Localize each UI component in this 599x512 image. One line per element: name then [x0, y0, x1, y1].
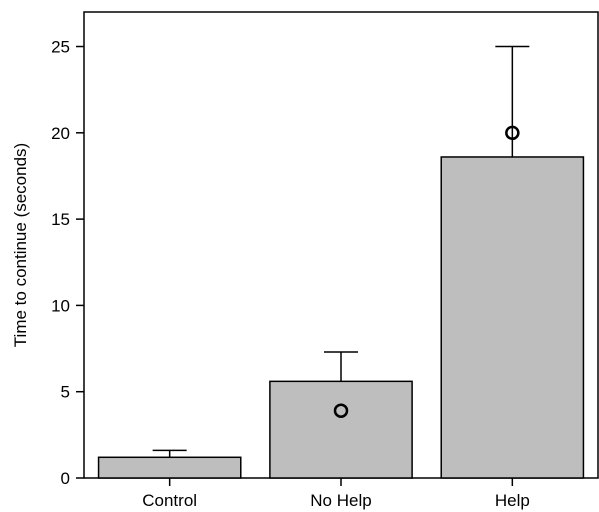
y-tick-label: 10 — [51, 296, 70, 315]
x-tick-label: Help — [495, 491, 530, 510]
y-axis: 0 5 10 15 20 25 — [51, 38, 84, 488]
bar — [269, 380, 413, 479]
x-tick-label: Control — [142, 491, 197, 510]
y-axis-title: Time to continue (seconds) — [11, 143, 30, 347]
y-tick-label: 5 — [61, 383, 70, 402]
bar — [440, 156, 585, 479]
x-tick-label: No Help — [310, 491, 371, 510]
y-tick-label: 0 — [61, 469, 70, 488]
x-axis: Control No Help Help — [142, 478, 530, 510]
y-tick-label: 15 — [51, 210, 70, 229]
data-marker — [333, 403, 349, 418]
y-tick-label: 20 — [51, 124, 70, 143]
y-tick-label: 25 — [51, 38, 70, 57]
data-marker — [505, 125, 520, 141]
bars — [97, 45, 585, 479]
bar — [97, 456, 242, 479]
